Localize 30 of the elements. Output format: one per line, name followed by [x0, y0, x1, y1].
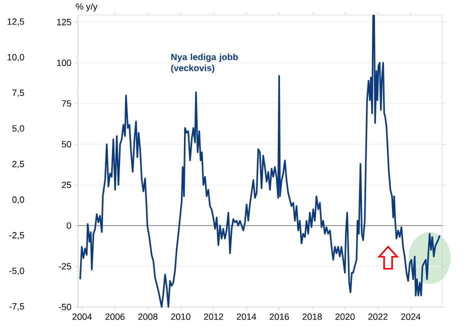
x-tick-label: 2008 — [138, 314, 158, 320]
y2-tick-label: 2,5 — [12, 160, 24, 168]
y-tick-label: 50 — [62, 141, 72, 148]
x-tick-label: 2006 — [105, 314, 125, 320]
y2-tick-label: 10,0 — [8, 54, 24, 62]
y2-tick-label: 0,0 — [12, 196, 24, 204]
x-tick-label: 2010 — [171, 314, 190, 320]
x-tick-label: 2022 — [368, 314, 388, 320]
y-tick-label: -25 — [58, 263, 72, 270]
x-tick-label: 2012 — [204, 314, 224, 320]
y-tick-label: 100 — [57, 60, 72, 66]
y-tick-label: -50 — [58, 304, 72, 310]
x-tick-label: 2004 — [72, 314, 92, 320]
x-tick-label: 2024 — [401, 314, 421, 320]
y2-tick-label: 5,0 — [12, 125, 24, 133]
y-axis-title: % y/y — [76, 3, 98, 12]
y2-tick-label: 12,5 — [8, 18, 24, 26]
y-tick-label: 25 — [62, 182, 72, 188]
y2-tick-label: -2,5 — [9, 232, 24, 240]
y-tick-label: 125 — [57, 18, 72, 26]
y2-tick-label: -7,5 — [9, 303, 24, 311]
y2-tick-label: 7,5 — [12, 90, 24, 97]
y-tick-label: 0 — [66, 222, 72, 229]
x-tick-label: 2016 — [270, 314, 289, 320]
y-tick-label: 75 — [62, 100, 72, 107]
x-tick-label: 2020 — [335, 314, 355, 320]
y2-tick-label: -5,0 — [9, 268, 24, 276]
x-tick-label: 2014 — [236, 314, 256, 320]
x-tick-label: 2018 — [302, 314, 322, 320]
text: Nya lediga jobb (veckovis) — [171, 54, 238, 73]
